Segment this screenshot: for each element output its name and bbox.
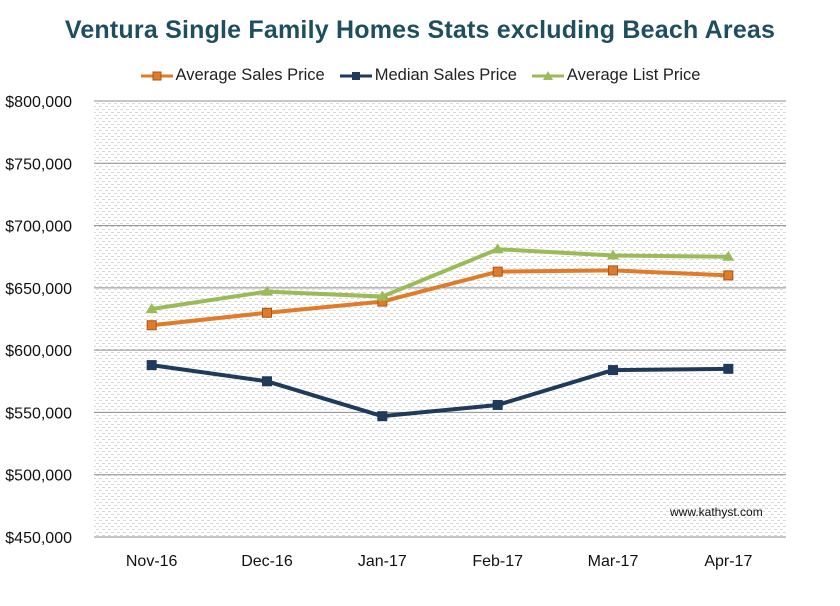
data-point-average-sales-price	[608, 265, 618, 276]
legend-label-average-list-price: Average List Price	[566, 66, 701, 84]
x-axis-tick-labels: Nov-16 Dec-16 Jan-17 Feb-17 Mar-17 Apr-17	[126, 553, 753, 570]
legend-item-average-sales-price: Average Sales Price	[140, 66, 325, 85]
x-tick-label: Nov-16	[126, 553, 178, 570]
data-point-average-list-price	[722, 250, 735, 261]
legend-label-median-sales-price: Median Sales Price	[374, 66, 517, 84]
series-line-average-list-price	[149, 247, 731, 312]
y-tick-label: $500,000	[5, 468, 72, 485]
data-point-average-sales-price	[723, 270, 734, 281]
watermark: www.kathyst.com	[670, 505, 763, 519]
data-point-average-sales-price	[262, 307, 272, 318]
y-tick-label: $550,000	[5, 405, 72, 422]
x-tick-label: Apr-17	[704, 553, 752, 570]
series-line-average-sales-price	[149, 268, 731, 328]
legend-key-average-sales-price	[140, 71, 173, 80]
x-tick-label: Feb-17	[472, 553, 523, 570]
data-point-average-list-price	[491, 243, 504, 254]
data-point-average-sales-price	[146, 320, 157, 331]
y-tick-label: $750,000	[5, 156, 72, 173]
x-tick-label: Dec-16	[241, 553, 293, 570]
legend-key-average-list-price	[531, 70, 564, 80]
series-line-median-sales-price	[149, 363, 731, 419]
data-point-median-sales-price	[608, 365, 618, 376]
y-tick-label: $800,000	[5, 94, 72, 111]
y-tick-label: $450,000	[5, 530, 72, 547]
legend-item-median-sales-price: Median Sales Price	[339, 66, 517, 85]
legend-key-median-sales-price	[339, 71, 372, 80]
y-tick-label: $600,000	[5, 343, 72, 360]
legend: Average Sales Price Median Sales Price A…	[0, 66, 840, 85]
legend-label-average-sales-price: Average Sales Price	[175, 66, 325, 84]
data-point-median-sales-price	[146, 360, 157, 371]
data-point-median-sales-price	[492, 399, 503, 410]
data-point-average-list-price	[376, 290, 389, 301]
legend-item-average-list-price: Average List Price	[531, 66, 701, 85]
x-tick-label: Mar-17	[588, 553, 639, 570]
data-point-median-sales-price	[262, 376, 272, 387]
x-tick-label: Jan-17	[358, 553, 407, 570]
data-point-average-list-price	[607, 249, 619, 260]
data-point-average-sales-price	[492, 266, 503, 277]
data-point-average-list-price	[145, 303, 158, 314]
y-axis-tick-labels: $450,000 $500,000 $550,000 $600,000 $650,000…	[5, 94, 72, 547]
data-point-average-list-price	[261, 285, 273, 296]
data-point-median-sales-price	[377, 411, 388, 422]
series-lines	[145, 243, 735, 422]
data-point-median-sales-price	[723, 363, 734, 374]
chart-title: Ventura Single Family Homes Stats exclud…	[64, 16, 776, 44]
y-tick-label: $650,000	[5, 281, 72, 298]
y-tick-label: $700,000	[5, 219, 72, 236]
